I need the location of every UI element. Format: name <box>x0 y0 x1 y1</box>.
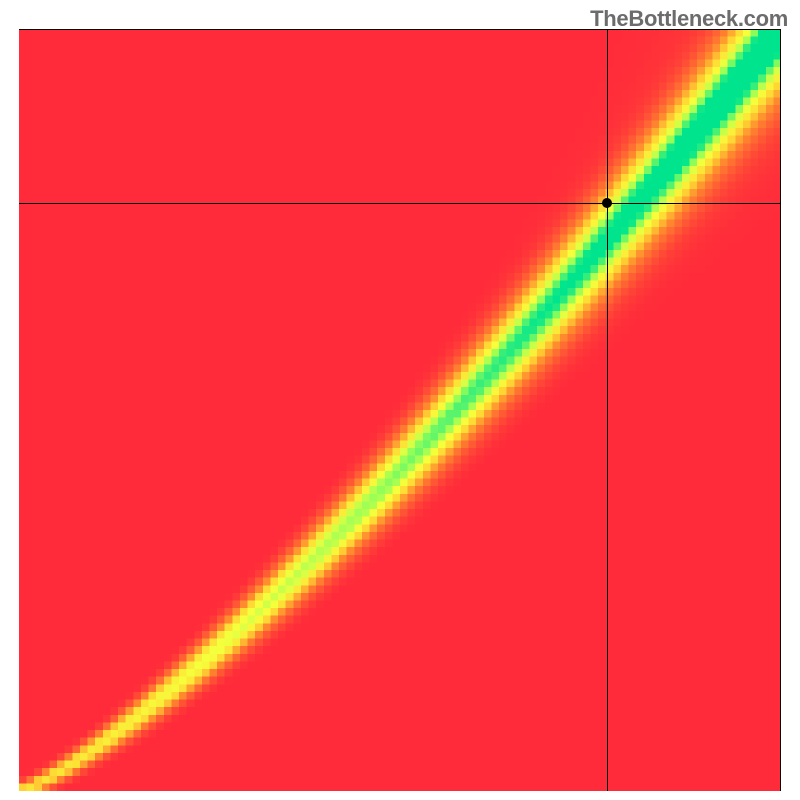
plot-frame <box>19 29 781 791</box>
crosshair-vertical <box>607 29 608 791</box>
marker-dot <box>602 198 612 208</box>
watermark-text: TheBottleneck.com <box>590 6 788 32</box>
crosshair-horizontal <box>19 203 781 204</box>
